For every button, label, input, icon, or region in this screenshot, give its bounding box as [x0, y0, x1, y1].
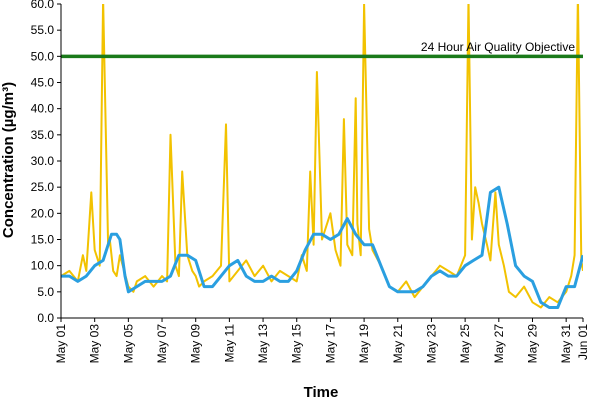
x-tick-label: May 01 [54, 324, 68, 364]
y-tick-label: 0.0 [37, 311, 54, 325]
x-tick-label: May 11 [222, 324, 236, 363]
x-axis: May 01 May 03 May 05 May 07 May 09 May 11 May … [54, 317, 590, 364]
x-tick-label: May 29 [526, 324, 540, 364]
y-tick-label: 45.0 [31, 76, 55, 90]
x-tick-label: May 05 [121, 324, 135, 364]
y-axis-title: Concentration (µg/m³) [0, 82, 17, 238]
x-axis-title: Time [304, 384, 339, 400]
objective-label: 24 Hour Air Quality Objective [421, 40, 575, 54]
x-tick-label: May 23 [425, 324, 439, 364]
y-tick-label: 20.0 [31, 206, 55, 220]
y-axis: 0.0 5.0 10.0 15.0 20.0 25.0 30.0 35.0 40.0 45.0 50… [31, 0, 62, 325]
x-tick-label: May 03 [88, 324, 102, 364]
x-tick-label: May 27 [492, 324, 506, 364]
plot-area [61, 4, 583, 309]
series-line-1 [61, 185, 583, 309]
y-tick-label: 35.0 [31, 128, 55, 142]
x-tick-label: Jun 01 [576, 324, 590, 360]
y-tick-label: 25.0 [31, 180, 55, 194]
x-tick-label: May 17 [323, 324, 337, 364]
x-tick-label: May 13 [256, 324, 270, 364]
y-tick-label: 30.0 [31, 154, 55, 168]
x-tick-label: May 25 [458, 324, 472, 364]
x-tick-label: May 21 [391, 324, 405, 364]
x-tick-label: May 09 [189, 324, 203, 364]
y-tick-label: 55.0 [31, 23, 55, 37]
x-tick-label: May 31 [559, 324, 573, 364]
y-tick-label: 60.0 [31, 0, 55, 11]
y-tick-label: 40.0 [31, 102, 55, 116]
x-tick-label: May 15 [290, 324, 304, 364]
x-tick-label: May 19 [357, 324, 371, 364]
y-tick-label: 15.0 [31, 233, 55, 247]
x-tick-label: May 07 [155, 324, 169, 364]
y-tick-label: 10.0 [31, 259, 55, 273]
y-tick-label: 50.0 [31, 49, 55, 63]
y-tick-label: 5.0 [37, 285, 54, 299]
